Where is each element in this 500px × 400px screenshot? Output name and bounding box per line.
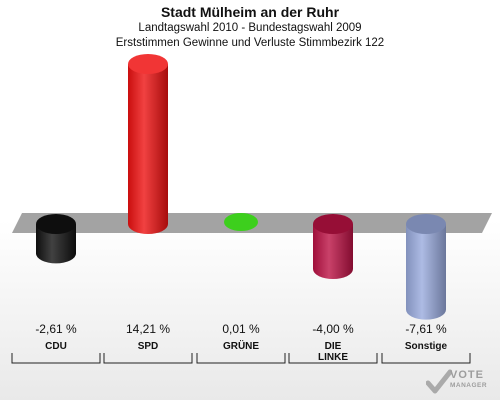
value-label: -7,61 % [405,322,447,336]
category-bracket [196,353,286,364]
value-label: -4,00 % [312,322,354,336]
value-label: 14,21 % [126,322,170,336]
category-label: GRÜNE [223,339,259,352]
chart-header: Stadt Mülheim an der Ruhr Landtagswahl 2… [0,4,500,51]
chart-title: Stadt Mülheim an der Ruhr [160,4,340,20]
category-label: SPD [138,341,159,352]
category-bracket [381,353,471,364]
watermark-line-1: VOTE [450,369,484,381]
bar-top [36,214,76,234]
bar-sonstige [406,214,447,320]
watermark-line-2: MANAGER [450,382,488,389]
bar-die-linke [313,214,353,280]
bar-cdu [36,214,76,264]
bar-body [36,224,76,264]
checkmark-icon [426,369,452,394]
category-label: CDU [45,341,67,352]
category-bracket [103,353,193,364]
bar-body [313,224,353,280]
value-label: -2,61 % [35,322,77,336]
chart-subtitle-2: Erststimmen Gewinne und Verluste Stimmbe… [115,37,385,49]
bar-top [224,213,258,231]
bar-body [128,64,168,234]
bar-body [406,224,447,320]
bar-grüne [224,213,258,231]
bar-top [128,54,168,74]
category-bracket [288,353,378,364]
category-label: Sonstige [405,341,448,352]
category-bracket [11,353,101,364]
bar-top [406,214,446,234]
chart-subtitle: Landtagswahl 2010 - Bundestagswahl 2009 [138,22,362,34]
bar-top [313,214,353,234]
category-label: LINKE [318,352,348,363]
vote-manager-logo: VOTE MANAGER [426,366,496,396]
category-label: DIE [325,341,342,352]
value-label: 0,01 % [222,322,260,336]
bar-spd [128,54,168,234]
